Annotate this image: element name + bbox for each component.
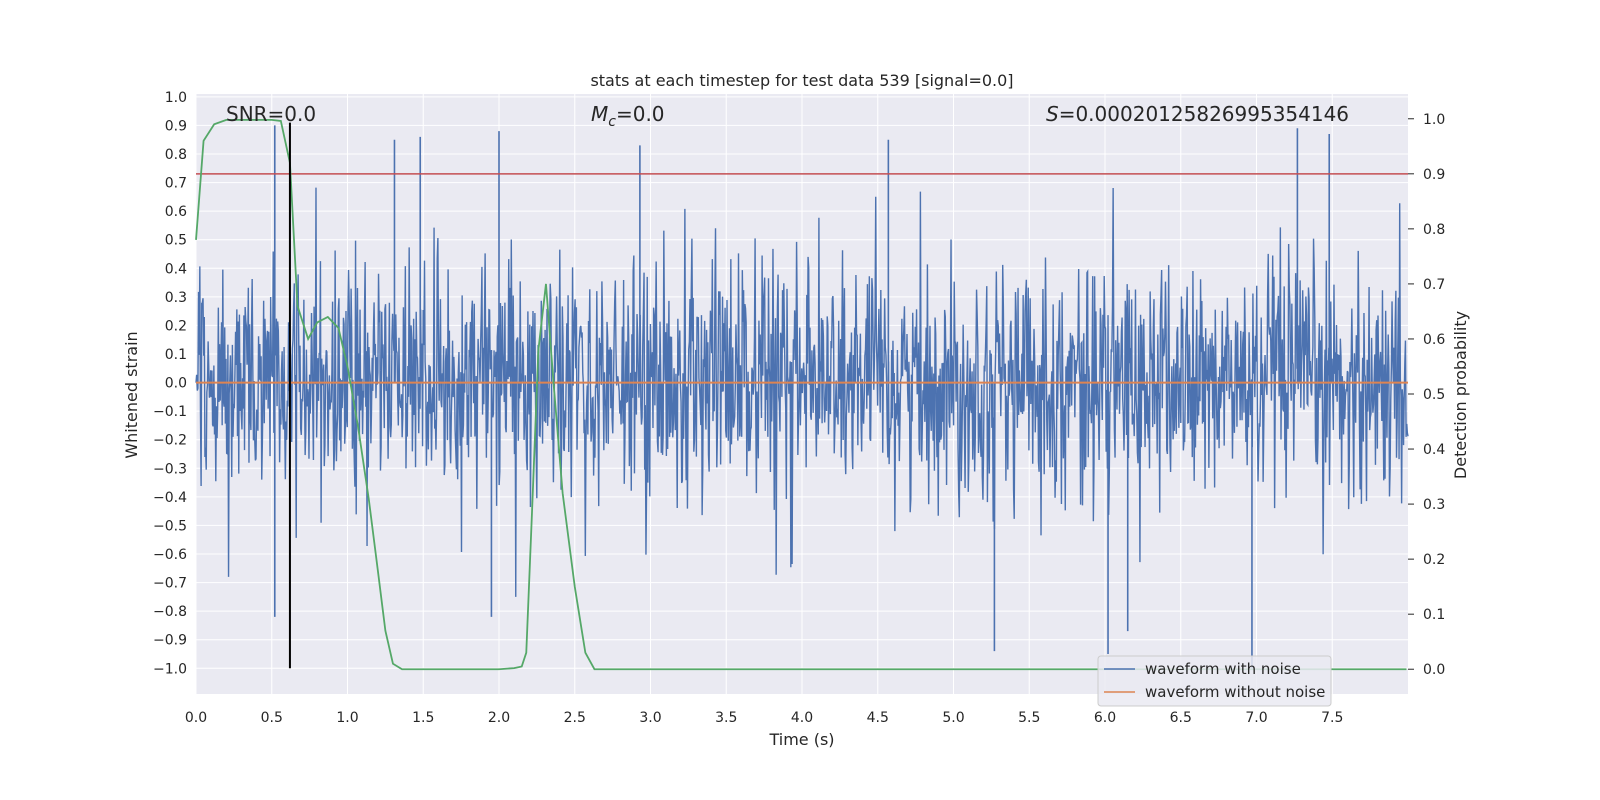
x-tick-label: 1.0 — [336, 710, 358, 726]
y2-tick-label: 0.2 — [1423, 552, 1445, 568]
y2-tick-label: 0.5 — [1423, 387, 1445, 403]
y-tick-label: 0.4 — [165, 261, 187, 277]
snr-annotation: SNR=0.0 — [226, 102, 316, 126]
y2-tick-label: 0.6 — [1423, 332, 1445, 348]
y2-tick-label: 0.0 — [1423, 662, 1445, 678]
y-axis-ticks: 1.0 0.9 0.8 0.7 0.6 0.5 0.4 0.3 0.2 0.1 0.0 −0.1 −0.… — [153, 90, 187, 677]
x-tick-label: 2.5 — [564, 710, 586, 726]
x-tick-label: 0.5 — [261, 710, 283, 726]
y-tick-label: −0.2 — [153, 433, 187, 449]
x-tick-label: 3.0 — [639, 710, 661, 726]
detection-probability-line — [195, 118, 1407, 671]
y-tick-label: 0.0 — [165, 376, 187, 392]
x-tick-label: 2.0 — [488, 710, 510, 726]
s-annotation: S=0.00020125826995354146 — [1046, 102, 1349, 126]
waveform-with-noise-line — [195, 187, 1409, 597]
y-tick-label: −0.4 — [153, 490, 187, 506]
y-tick-label: 0.2 — [165, 318, 187, 334]
y2-axis-label: Detection probability — [1451, 311, 1470, 479]
chirp-mass-annotation: Mc=0.0 — [591, 102, 665, 130]
y-tick-label: −0.8 — [153, 604, 187, 620]
chirp-mass-symbol: M — [591, 102, 608, 126]
x-tick-label: 6.5 — [1170, 710, 1192, 726]
y-tick-label: 0.1 — [165, 347, 187, 363]
legend-label-clean: waveform without noise — [1145, 683, 1325, 701]
y-tick-label: 0.3 — [165, 290, 187, 306]
y-tick-label: 0.7 — [165, 176, 187, 192]
y-tick-label: 0.5 — [165, 233, 187, 249]
y2-tick-label: 0.1 — [1423, 607, 1445, 623]
s-value: =0.00020125826995354146 — [1059, 102, 1349, 126]
y-tick-label: 1.0 — [165, 90, 187, 106]
legend: waveform with noise waveform without noi… — [1097, 655, 1332, 707]
y2-tick-label: 0.7 — [1423, 277, 1445, 293]
x-axis-ticks: 0.0 0.5 1.0 1.5 2.0 2.5 3.0 3.5 4.0 4.5 5.0 5.5 6.0 6… — [185, 710, 1344, 726]
y-tick-label: −0.9 — [153, 633, 187, 649]
x-tick-label: 7.0 — [1245, 710, 1267, 726]
legend-box — [1097, 655, 1332, 707]
y2-tick-label: 0.3 — [1423, 497, 1445, 513]
y-axis-label: Whitened strain — [122, 331, 141, 458]
x-tick-label: 3.5 — [715, 710, 737, 726]
chirp-mass-subscript: c — [608, 114, 616, 130]
y-tick-label: −0.5 — [153, 518, 187, 534]
s-symbol: S — [1046, 102, 1059, 126]
x-tick-label: 5.5 — [1018, 710, 1040, 726]
chirp-mass-value: =0.0 — [616, 102, 665, 126]
y-tick-label: −1.0 — [153, 661, 187, 677]
y-tick-label: 0.6 — [165, 204, 187, 220]
y-tick-label: 0.8 — [165, 147, 187, 163]
x-tick-label: 4.5 — [867, 710, 889, 726]
y2-tick-label: 1.0 — [1423, 112, 1445, 128]
x-tick-label: 7.5 — [1321, 710, 1343, 726]
legend-label-noise: waveform with noise — [1145, 660, 1301, 678]
x-tick-label: 0.0 — [185, 710, 207, 726]
y2-axis-ticks: 0.0 0.1 0.2 0.3 0.4 0.5 0.6 0.7 0.8 0.9 1.0 — [1408, 112, 1445, 678]
plot-area — [195, 118, 1409, 671]
x-tick-label: 1.5 — [412, 710, 434, 726]
x-tick-label: 6.0 — [1094, 710, 1116, 726]
waveform-with-noise-series — [195, 125, 1409, 669]
x-tick-label: 5.0 — [942, 710, 964, 726]
y2-tick-label: 0.9 — [1423, 167, 1445, 183]
y-tick-label: −0.7 — [153, 576, 187, 592]
y2-tick-label: 0.4 — [1423, 442, 1445, 458]
y-tick-label: 0.9 — [165, 118, 187, 134]
chart-title: stats at each timestep for test data 539… — [590, 71, 1013, 90]
x-axis-label: Time (s) — [768, 730, 834, 749]
y-tick-label: −0.6 — [153, 547, 187, 563]
x-tick-label: 4.0 — [791, 710, 813, 726]
y2-tick-label: 0.8 — [1423, 222, 1445, 238]
y-tick-label: −0.3 — [153, 461, 187, 477]
y-tick-label: −0.1 — [153, 404, 187, 420]
